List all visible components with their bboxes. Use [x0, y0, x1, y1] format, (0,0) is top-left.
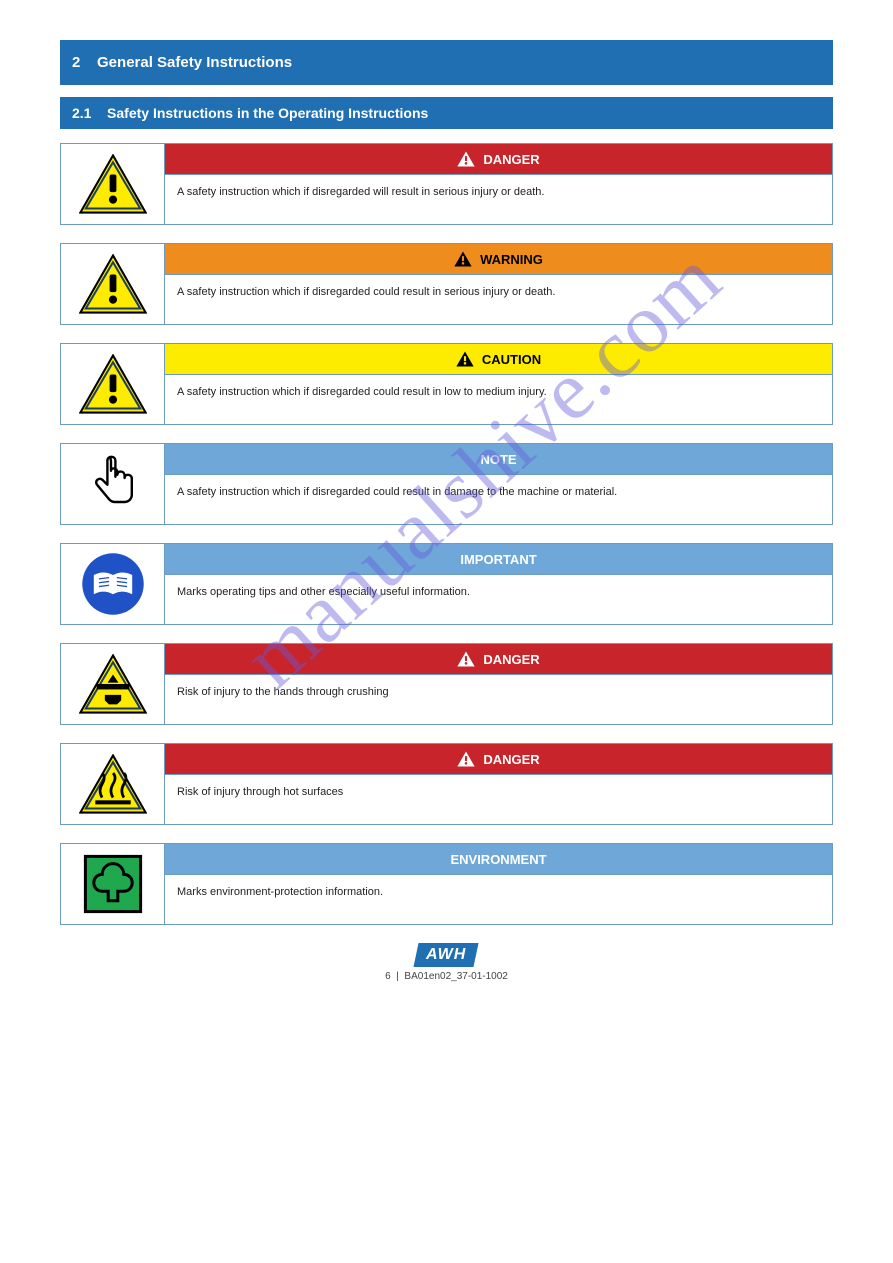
- alert-icon: [457, 651, 475, 667]
- alert-icon: [457, 151, 475, 167]
- subsection-heading: 2.1 Safety Instructions in the Operating…: [60, 97, 833, 129]
- manual-book-icon: [81, 552, 145, 616]
- safety-block-danger: DANGER A safety instruction which if dis…: [60, 143, 833, 225]
- block-icon-cell: [61, 144, 165, 224]
- block-body: A safety instruction which if disregarde…: [165, 274, 832, 324]
- brand-logo: AWH: [414, 943, 479, 967]
- safety-block-danger-crush: DANGER Risk of injury to the hands throu…: [60, 643, 833, 725]
- environment-tree-icon: [83, 854, 143, 914]
- block-content: ENVIRONMENT Marks environment-protection…: [165, 844, 832, 924]
- warning-triangle-icon: [79, 354, 147, 414]
- block-body: Marks operating tips and other especiall…: [165, 574, 832, 624]
- block-header: ENVIRONMENT: [165, 844, 832, 874]
- block-icon-cell: [61, 844, 165, 924]
- block-content: CAUTION A safety instruction which if di…: [165, 344, 832, 424]
- subsection-number: 2.1: [72, 105, 91, 121]
- safety-block-warning: WARNING A safety instruction which if di…: [60, 243, 833, 325]
- block-header: IMPORTANT: [165, 544, 832, 574]
- block-body: A safety instruction which if disregarde…: [165, 374, 832, 424]
- block-header: CAUTION: [165, 344, 832, 374]
- block-body: Marks environment-protection information…: [165, 874, 832, 924]
- block-content: NOTE A safety instruction which if disre…: [165, 444, 832, 524]
- block-icon-cell: [61, 544, 165, 624]
- block-icon-cell: [61, 444, 165, 524]
- block-header-text: DANGER: [483, 152, 539, 167]
- alert-icon: [456, 351, 474, 367]
- block-content: DANGER Risk of injury through hot surfac…: [165, 744, 832, 824]
- block-content: DANGER Risk of injury to the hands throu…: [165, 644, 832, 724]
- section-number: 2: [72, 54, 80, 71]
- block-content: DANGER A safety instruction which if dis…: [165, 144, 832, 224]
- hot-surface-icon: [79, 754, 147, 814]
- safety-block-important: IMPORTANT Marks operating tips and other…: [60, 543, 833, 625]
- block-body: A safety instruction which if disregarde…: [165, 474, 832, 524]
- block-header: DANGER: [165, 744, 832, 774]
- subsection-title: Safety Instructions in the Operating Ins…: [107, 105, 428, 121]
- block-header-text: DANGER: [483, 652, 539, 667]
- block-content: WARNING A safety instruction which if di…: [165, 244, 832, 324]
- hand-pointer-icon: [87, 452, 139, 516]
- block-icon-cell: [61, 344, 165, 424]
- block-body: A safety instruction which if disregarde…: [165, 174, 832, 224]
- block-header: NOTE: [165, 444, 832, 474]
- block-body: Risk of injury through hot surfaces: [165, 774, 832, 824]
- alert-icon: [454, 251, 472, 267]
- safety-block-environment: ENVIRONMENT Marks environment-protection…: [60, 843, 833, 925]
- block-body: Risk of injury to the hands through crus…: [165, 674, 832, 724]
- block-header-text: IMPORTANT: [460, 552, 536, 567]
- alert-icon: [457, 751, 475, 767]
- safety-block-caution: CAUTION A safety instruction which if di…: [60, 343, 833, 425]
- safety-block-note: NOTE A safety instruction which if disre…: [60, 443, 833, 525]
- section-heading: 2 General Safety Instructions: [60, 40, 833, 85]
- block-header: DANGER: [165, 644, 832, 674]
- page-footer: AWH 6 | BA01en02_37-01-1002: [60, 943, 833, 982]
- block-icon-cell: [61, 644, 165, 724]
- block-icon-cell: [61, 244, 165, 324]
- block-header: WARNING: [165, 244, 832, 274]
- warning-triangle-icon: [79, 154, 147, 214]
- safety-block-danger-hot: DANGER Risk of injury through hot surfac…: [60, 743, 833, 825]
- warning-triangle-icon: [79, 254, 147, 314]
- block-header-text: WARNING: [480, 252, 543, 267]
- block-icon-cell: [61, 744, 165, 824]
- doc-reference: BA01en02_37-01-1002: [404, 971, 507, 982]
- section-title: General Safety Instructions: [97, 54, 292, 71]
- brand-logo-text: AWH: [426, 946, 466, 964]
- block-content: IMPORTANT Marks operating tips and other…: [165, 544, 832, 624]
- block-header-text: DANGER: [483, 752, 539, 767]
- block-header: DANGER: [165, 144, 832, 174]
- block-header-text: NOTE: [480, 452, 516, 467]
- page-number: 6: [385, 971, 391, 982]
- block-header-text: CAUTION: [482, 352, 541, 367]
- block-header-text: ENVIRONMENT: [450, 852, 546, 867]
- crush-hand-icon: [79, 654, 147, 714]
